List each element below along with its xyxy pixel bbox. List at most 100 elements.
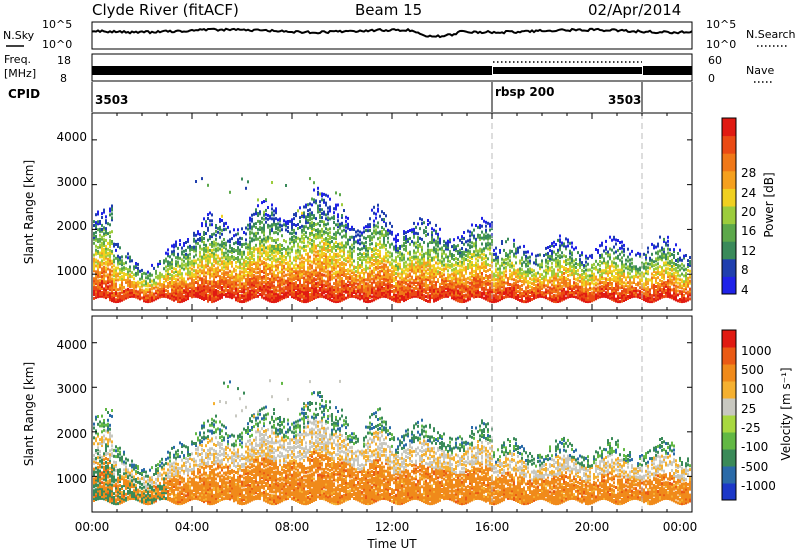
heatmap-cell xyxy=(251,253,253,257)
heatmap-cell xyxy=(431,237,433,240)
heatmap-cell xyxy=(265,236,267,240)
heatmap-cell xyxy=(423,252,425,256)
heatmap-cell xyxy=(223,277,225,281)
heatmap-cell xyxy=(149,272,151,276)
heatmap-cell xyxy=(327,212,329,216)
heatmap-cell xyxy=(327,275,329,279)
heatmap-cell xyxy=(465,295,467,299)
heatmap-cell xyxy=(211,288,213,292)
heatmap-cell xyxy=(331,291,333,295)
heatmap-cell xyxy=(333,286,335,289)
heatmap-cell xyxy=(489,273,491,277)
heatmap-cell xyxy=(317,293,319,297)
heatmap-cell xyxy=(291,283,293,287)
heatmap-cell xyxy=(459,284,461,288)
heatmap-cell xyxy=(499,272,501,276)
heatmap-cell xyxy=(445,243,447,247)
heatmap-cell xyxy=(417,244,419,247)
heatmap-cell xyxy=(175,287,177,291)
heatmap-cell xyxy=(213,260,215,264)
heatmap-cell xyxy=(239,290,241,293)
heatmap-cell xyxy=(431,296,433,300)
heatmap-cell xyxy=(213,278,215,281)
heatmap-cell xyxy=(317,232,319,236)
heatmap-cell xyxy=(93,263,95,267)
heatmap-cell xyxy=(483,263,485,267)
heatmap-cell xyxy=(165,275,167,279)
heatmap-cell xyxy=(345,259,347,263)
heatmap-cell xyxy=(225,283,227,286)
heatmap-cell xyxy=(303,256,305,260)
heatmap-cell xyxy=(317,281,319,285)
heatmap-cell xyxy=(281,257,283,261)
heatmap-cell xyxy=(471,268,473,272)
heatmap-cell xyxy=(231,294,233,298)
heatmap-cell xyxy=(103,228,105,232)
heatmap-cell xyxy=(351,251,353,255)
heatmap-cell xyxy=(233,277,235,281)
heatmap-cell xyxy=(459,264,461,268)
heatmap-cell xyxy=(299,296,301,300)
heatmap-cell xyxy=(321,198,323,202)
heatmap-cell xyxy=(461,252,463,256)
heatmap-cell xyxy=(341,255,343,259)
heatmap-cell xyxy=(271,248,273,252)
heatmap-cell xyxy=(475,249,477,253)
heatmap-cell xyxy=(431,288,433,292)
heatmap-cell xyxy=(513,278,515,282)
heatmap-cell xyxy=(399,284,401,288)
heatmap-cell xyxy=(281,251,283,255)
heatmap-cell xyxy=(275,274,277,278)
heatmap-cell xyxy=(191,263,193,267)
heatmap-cell xyxy=(343,272,345,275)
heatmap-cell xyxy=(297,295,299,299)
heatmap-cell xyxy=(325,282,327,286)
heatmap-cell xyxy=(359,287,361,291)
heatmap-cell xyxy=(343,285,345,289)
heatmap-cell xyxy=(419,276,421,280)
heatmap-cell xyxy=(269,228,271,232)
heatmap-cell xyxy=(507,292,509,296)
heatmap-cell xyxy=(457,295,459,299)
heatmap-cell xyxy=(441,280,443,283)
heatmap-cell xyxy=(405,244,407,248)
heatmap-cell xyxy=(107,293,109,297)
heatmap-cell xyxy=(249,252,251,256)
heatmap-cell xyxy=(157,264,159,268)
heatmap-cell xyxy=(477,275,479,279)
heatmap-cell xyxy=(307,218,309,222)
heatmap-cell xyxy=(353,271,355,275)
heatmap-cell xyxy=(417,269,419,273)
heatmap-cell xyxy=(357,264,359,268)
heatmap-cell xyxy=(421,279,423,283)
heatmap-cell xyxy=(515,294,517,298)
heatmap-cell xyxy=(221,214,223,218)
heatmap-cell xyxy=(229,289,231,293)
heatmap-cell xyxy=(285,240,287,244)
heatmap-cell xyxy=(307,295,309,299)
heatmap-cell xyxy=(509,275,511,279)
heatmap-cell xyxy=(231,290,233,294)
heatmap-cell xyxy=(225,263,227,267)
heatmap-cell xyxy=(399,276,401,280)
heatmap-cell xyxy=(445,279,447,282)
heatmap-cell xyxy=(297,209,299,213)
heatmap-cell xyxy=(483,276,485,280)
heatmap-cell xyxy=(413,233,415,237)
heatmap-cell xyxy=(97,265,99,269)
heatmap-cell xyxy=(393,273,395,277)
heatmap-cell xyxy=(353,235,355,239)
heatmap-cell xyxy=(273,278,275,282)
heatmap-cell xyxy=(101,229,103,233)
heatmap-cell xyxy=(267,206,269,209)
heatmap-cell xyxy=(303,294,305,298)
heatmap-cell xyxy=(397,272,399,276)
heatmap-cell xyxy=(433,246,435,250)
heatmap-cell xyxy=(183,259,185,263)
heatmap-cell xyxy=(183,279,185,283)
heatmap-cell xyxy=(211,274,213,278)
heatmap-cell xyxy=(175,285,177,289)
heatmap-cell xyxy=(425,283,427,287)
heatmap-cell xyxy=(113,284,115,287)
heatmap-cell xyxy=(287,287,289,290)
